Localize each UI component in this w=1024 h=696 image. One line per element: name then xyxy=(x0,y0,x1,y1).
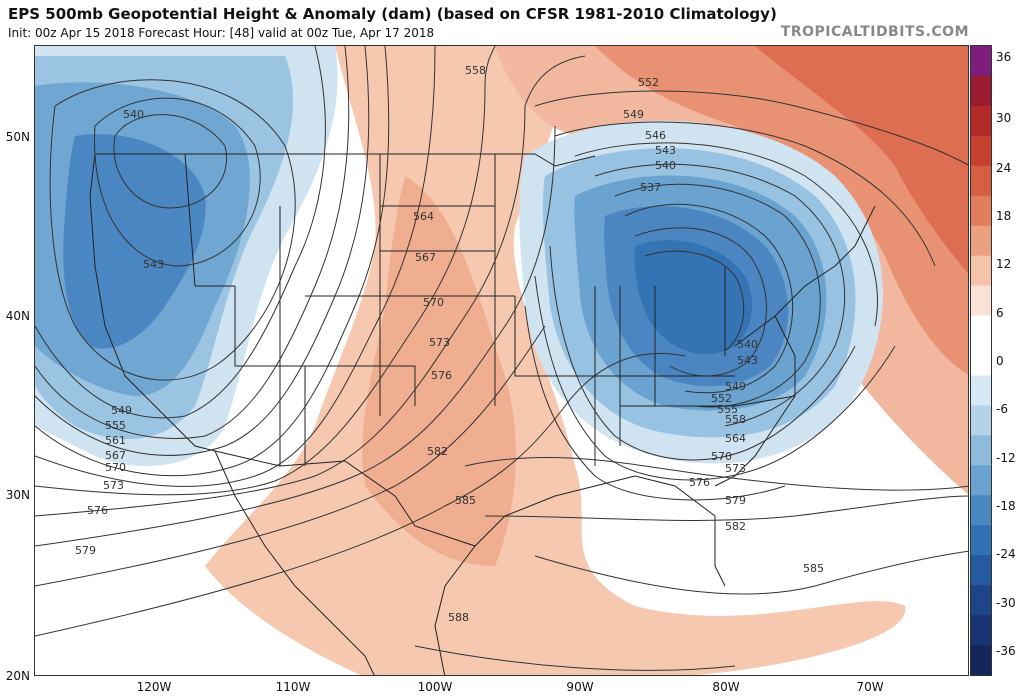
lon-label-100w: 100W xyxy=(417,680,453,694)
colorbar-swatch xyxy=(971,255,991,287)
colorbar-tick: 0 xyxy=(996,354,1004,368)
lat-label-50n: 50N xyxy=(5,130,30,144)
colorbar-swatches xyxy=(971,46,991,675)
anomaly-colorbar xyxy=(970,45,992,676)
contour-label-579-west: 579 xyxy=(75,544,96,557)
contour-label-576-west: 576 xyxy=(87,504,108,517)
site-watermark: TROPICALTIDBITS.COM xyxy=(780,24,969,40)
colorbar-tick: 24 xyxy=(996,161,1012,175)
negative-anomaly-east-deep xyxy=(634,240,753,355)
contour-label-570: 570 xyxy=(423,296,444,309)
colorbar-swatch xyxy=(971,195,991,227)
contour-label-582-east: 582 xyxy=(725,520,746,533)
contour-label-567: 567 xyxy=(415,251,436,264)
contour-label-543: 543 xyxy=(655,144,676,157)
colorbar-tick: 12 xyxy=(996,257,1012,271)
lat-label-20n: 20N xyxy=(5,669,30,683)
contour-label-555-east: 555 xyxy=(717,403,738,416)
contour-label-549-east: 549 xyxy=(725,380,746,393)
contour-label-573: 573 xyxy=(429,336,450,349)
colorbar-tick: -24 xyxy=(996,547,1016,561)
contour-label-585-east: 585 xyxy=(803,562,824,575)
contour-label-561-west: 561 xyxy=(105,434,126,447)
chart-title: EPS 500mb Geopotential Height & Anomaly … xyxy=(8,5,777,23)
contour-label-552-east: 552 xyxy=(711,392,732,405)
positive-anomaly-northeast-core xyxy=(755,46,968,274)
colorbar-swatch xyxy=(971,435,991,466)
colorbar-tick: 6 xyxy=(996,306,1004,320)
colorbar-swatch xyxy=(971,135,991,167)
contour-label-540-west: 540 xyxy=(123,108,144,121)
weather-map: 558 552 549 546 543 540 537 540 543 564 … xyxy=(34,45,969,676)
contour-label-558: 558 xyxy=(465,64,486,77)
colorbar-swatch xyxy=(971,405,991,436)
colorbar-swatch xyxy=(971,495,991,526)
colorbar-swatch xyxy=(971,585,991,616)
contour-label-567-west: 567 xyxy=(105,449,126,462)
height-contours xyxy=(35,46,968,671)
contour-label-576-east: 576 xyxy=(689,476,710,489)
contour-label-543-east: 543 xyxy=(737,354,758,367)
contour-label-543-west: 543 xyxy=(143,258,164,271)
positive-anomaly-central-core xyxy=(362,176,516,566)
colorbar-swatch xyxy=(971,225,991,257)
contour-label-537: 537 xyxy=(640,181,661,194)
colorbar-tick: 18 xyxy=(996,209,1012,223)
contour-label-564-east: 564 xyxy=(725,432,746,445)
contour-label-552: 552 xyxy=(638,76,659,89)
colorbar-swatch xyxy=(971,465,991,496)
lat-label-40n: 40N xyxy=(5,309,30,323)
contour-label-558-east: 558 xyxy=(725,413,746,426)
contour-label-549-west: 549 xyxy=(111,404,132,417)
colorbar-tick: -6 xyxy=(996,402,1008,416)
colorbar-swatch xyxy=(971,75,991,107)
contour-label-549: 549 xyxy=(623,108,644,121)
contour-label-585: 585 xyxy=(455,494,476,507)
colorbar-swatch xyxy=(971,525,991,556)
colorbar-swatch xyxy=(971,645,991,675)
colorbar-swatch xyxy=(971,615,991,646)
colorbar-swatch xyxy=(971,285,991,317)
colorbar-tick: -30 xyxy=(996,596,1016,610)
lon-label-110w: 110W xyxy=(275,680,311,694)
political-borders xyxy=(89,153,876,675)
contour-label-570-east: 570 xyxy=(711,450,732,463)
contour-label-540: 540 xyxy=(655,159,676,172)
lon-label-80w: 80W xyxy=(712,680,740,694)
contour-labels: 558 552 549 546 543 540 537 540 543 564 … xyxy=(75,64,824,624)
map-canvas: 558 552 549 546 543 540 537 540 543 564 … xyxy=(35,46,968,675)
colorbar-tick: 36 xyxy=(996,50,1012,64)
contour-label-555-west: 555 xyxy=(105,419,126,432)
colorbar-swatch xyxy=(971,375,991,406)
colorbar-swatch xyxy=(971,315,991,347)
colorbar-swatch xyxy=(971,46,991,77)
colorbar-tick: -12 xyxy=(996,451,1016,465)
colorbar-swatch xyxy=(971,165,991,197)
colorbar-tick: -18 xyxy=(996,499,1016,513)
lon-label-70w: 70W xyxy=(856,680,884,694)
contour-label-570-west: 570 xyxy=(105,461,126,474)
contour-label-588: 588 xyxy=(448,611,469,624)
contour-label-582: 582 xyxy=(427,445,448,458)
colorbar-tick: 30 xyxy=(996,111,1012,125)
colorbar-tick: -36 xyxy=(996,644,1016,658)
contour-label-546: 546 xyxy=(645,129,666,142)
lon-label-120w: 120W xyxy=(136,680,172,694)
contour-label-573-east: 573 xyxy=(725,462,746,475)
contour-label-579-east: 579 xyxy=(725,494,746,507)
lon-label-90w: 90W xyxy=(566,680,594,694)
chart-subtitle: Init: 00z Apr 15 2018 Forecast Hour: [48… xyxy=(8,26,435,40)
contour-label-564: 564 xyxy=(413,210,434,223)
colorbar-swatch xyxy=(971,345,991,376)
contour-label-573-west: 573 xyxy=(103,479,124,492)
contour-label-540-east: 540 xyxy=(737,338,758,351)
colorbar-swatch xyxy=(971,555,991,586)
colorbar-swatch xyxy=(971,105,991,137)
contour-label-576: 576 xyxy=(431,369,452,382)
lat-label-30n: 30N xyxy=(5,488,30,502)
negative-anomaly-west-core xyxy=(63,134,206,349)
